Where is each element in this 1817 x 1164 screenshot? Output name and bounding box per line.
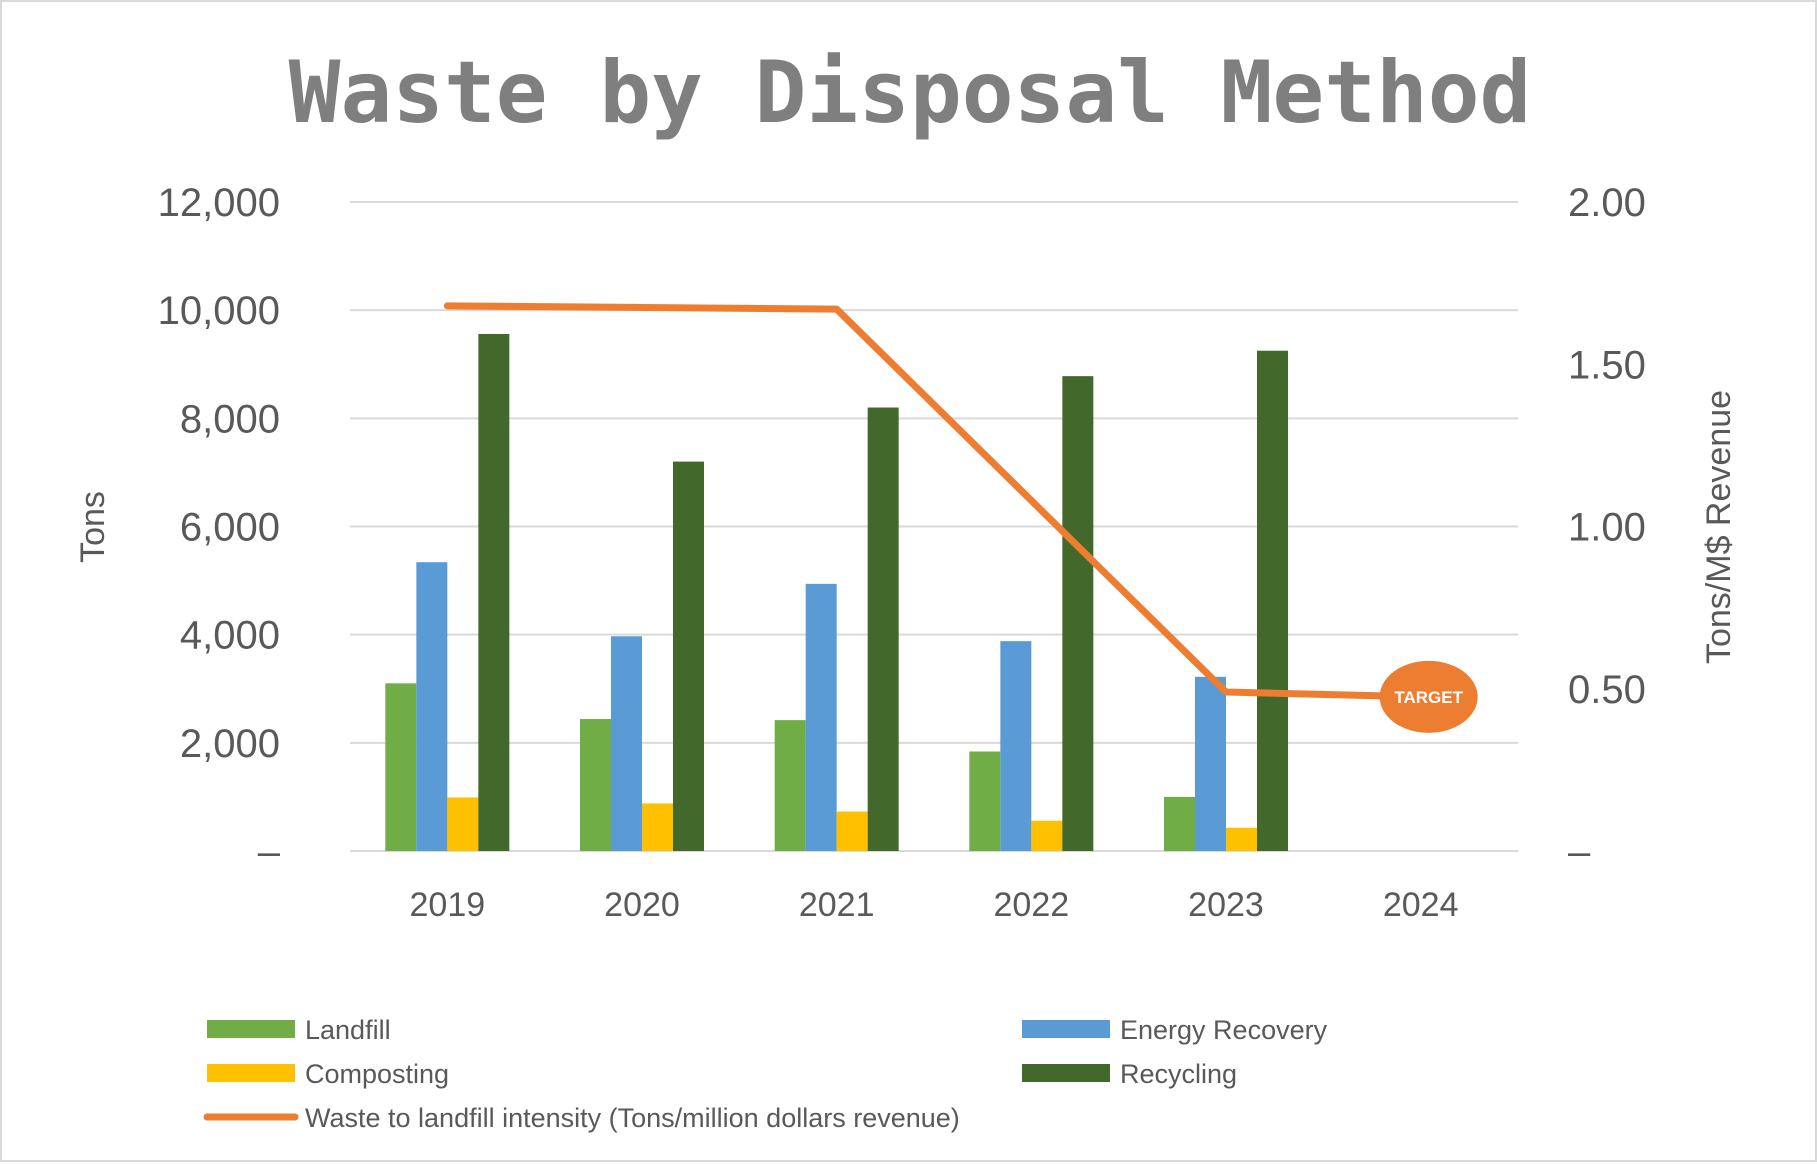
bar-composting bbox=[836, 811, 868, 851]
target-marker bbox=[1379, 660, 1478, 733]
bar-recycling bbox=[1257, 350, 1288, 851]
bar-energy-recovery bbox=[611, 636, 642, 851]
y-tick-label: 6,000 bbox=[180, 506, 280, 550]
bar-energy-recovery bbox=[805, 583, 837, 851]
bar-energy-recovery bbox=[1000, 641, 1032, 851]
x-tick-label: 2023 bbox=[1188, 886, 1264, 924]
bar-composting bbox=[642, 803, 673, 851]
y-tick-label: 2,000 bbox=[180, 722, 280, 766]
bar-recycling bbox=[478, 333, 510, 851]
legend-swatch-composting bbox=[207, 1064, 295, 1082]
bar-energy-recovery bbox=[416, 562, 448, 851]
y2-tick-label: 1.50 bbox=[1568, 343, 1646, 387]
legend-swatch-energy-recovery bbox=[1022, 1020, 1110, 1038]
y-tick-label: 12,000 bbox=[158, 181, 280, 225]
bar-landfill bbox=[385, 683, 417, 851]
y-tick-label: 8,000 bbox=[180, 397, 280, 441]
chart-title: Waste by Disposal Method bbox=[289, 43, 1532, 143]
y2-tick-label: 2.00 bbox=[1568, 181, 1646, 225]
bars bbox=[385, 333, 1288, 851]
y-tick-label: 4,000 bbox=[180, 614, 280, 658]
y-tick-label: – bbox=[258, 830, 281, 874]
target-label: TARGET bbox=[1394, 688, 1463, 707]
x-tick-label: 2021 bbox=[799, 886, 875, 924]
bar-landfill bbox=[580, 719, 611, 851]
x-axis-ticks: 2019 2020 2021 2022 2023 2024 bbox=[410, 886, 1459, 924]
legend-label-recycling: Recycling bbox=[1120, 1059, 1237, 1089]
bar-composting bbox=[447, 797, 479, 851]
bar-recycling bbox=[673, 461, 704, 851]
legend: Landfill Energy Recovery Composting Recycli… bbox=[203, 1015, 1328, 1133]
bar-recycling bbox=[867, 407, 899, 851]
y2-tick-label: – bbox=[1568, 830, 1591, 874]
x-tick-label: 2019 bbox=[410, 886, 486, 924]
y2-tick-label: 1.00 bbox=[1568, 506, 1646, 550]
legend-swatch-landfill bbox=[207, 1020, 295, 1038]
x-tick-label: 2022 bbox=[994, 886, 1070, 924]
legend-label-landfill: Landfill bbox=[305, 1015, 391, 1045]
target-annotation: TARGET bbox=[1379, 660, 1478, 733]
line-intensity bbox=[443, 302, 1425, 701]
y-axis-title: Tons bbox=[74, 491, 112, 563]
bar-recycling bbox=[1062, 376, 1094, 851]
bar-composting bbox=[1031, 820, 1063, 851]
x-tick-label: 2020 bbox=[604, 886, 680, 924]
bar-energy-recovery bbox=[1195, 676, 1226, 851]
bar-landfill bbox=[774, 720, 806, 851]
y-tick-label: 10,000 bbox=[158, 289, 280, 333]
right-axis-ticks: – 0.50 1.00 1.50 2.00 bbox=[1568, 181, 1646, 874]
legend-label-waste-to-landfill-intensity-tons-million-dollars-revenue: Waste to landfill intensity (Tons/millio… bbox=[305, 1103, 960, 1133]
y2-axis-title: Tons/M$ Revenue bbox=[1700, 390, 1738, 664]
y2-tick-label: 0.50 bbox=[1568, 668, 1646, 712]
gridlines bbox=[350, 201, 1518, 852]
x-tick-label: 2024 bbox=[1383, 886, 1459, 924]
bar-landfill bbox=[969, 751, 1001, 851]
left-axis-ticks: – 2,000 4,000 6,000 8,000 10,000 12,000 bbox=[158, 181, 281, 874]
bar-landfill bbox=[1164, 796, 1195, 851]
legend-label-energy-recovery: Energy Recovery bbox=[1120, 1015, 1328, 1045]
bar-composting bbox=[1226, 827, 1257, 851]
line-series bbox=[443, 302, 1425, 701]
legend-swatch-recycling bbox=[1022, 1064, 1110, 1082]
legend-label-composting: Composting bbox=[305, 1059, 449, 1089]
